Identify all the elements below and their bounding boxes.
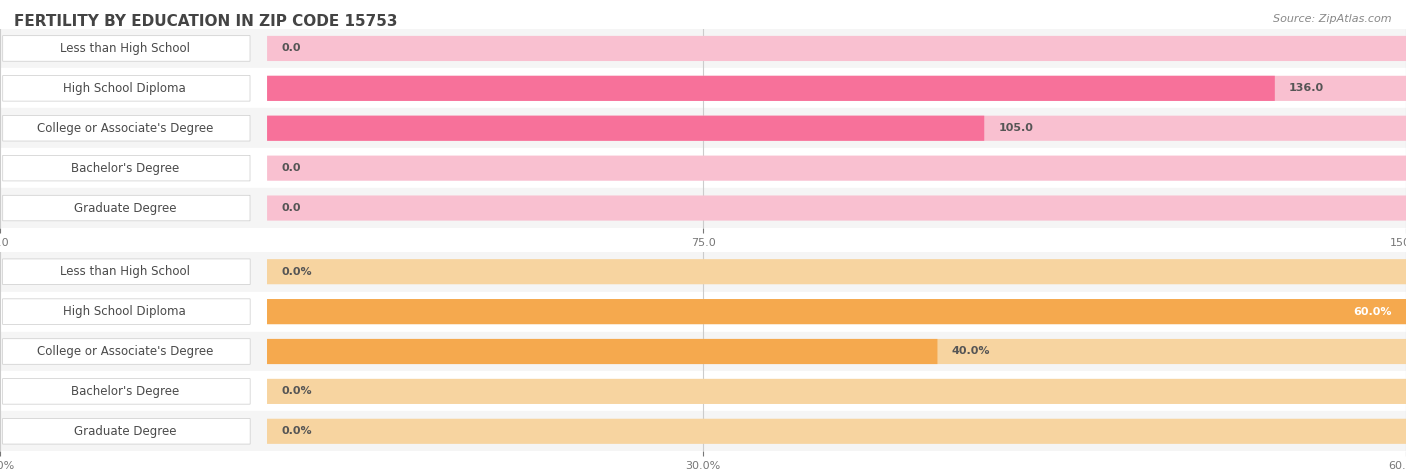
FancyBboxPatch shape [267, 76, 1406, 101]
FancyBboxPatch shape [267, 116, 1406, 141]
Text: 0.0%: 0.0% [281, 386, 312, 397]
Bar [0, 28, 1406, 68]
Text: 0.0%: 0.0% [281, 426, 312, 437]
FancyBboxPatch shape [267, 299, 1406, 324]
Text: Less than High School: Less than High School [60, 42, 190, 55]
FancyBboxPatch shape [3, 115, 250, 141]
FancyBboxPatch shape [267, 156, 1406, 180]
FancyBboxPatch shape [3, 339, 250, 364]
FancyBboxPatch shape [267, 339, 938, 364]
Bar [0, 292, 1406, 332]
FancyBboxPatch shape [267, 419, 1406, 444]
FancyBboxPatch shape [267, 36, 1406, 61]
Bar [0, 371, 1406, 411]
Text: 0.0: 0.0 [281, 163, 301, 173]
FancyBboxPatch shape [267, 116, 984, 141]
Text: 0.0: 0.0 [281, 43, 301, 54]
FancyBboxPatch shape [3, 36, 250, 61]
Text: FERTILITY BY EDUCATION IN ZIP CODE 15753: FERTILITY BY EDUCATION IN ZIP CODE 15753 [14, 14, 398, 29]
FancyBboxPatch shape [3, 379, 250, 404]
FancyBboxPatch shape [3, 155, 250, 181]
Bar [0, 411, 1406, 451]
FancyBboxPatch shape [3, 299, 250, 324]
Text: Graduate Degree: Graduate Degree [73, 425, 176, 438]
Text: High School Diploma: High School Diploma [63, 305, 186, 318]
FancyBboxPatch shape [3, 195, 250, 221]
Text: Less than High School: Less than High School [60, 265, 190, 278]
FancyBboxPatch shape [267, 259, 1406, 284]
Text: College or Associate's Degree: College or Associate's Degree [37, 122, 214, 135]
Text: Source: ZipAtlas.com: Source: ZipAtlas.com [1274, 14, 1392, 24]
Text: College or Associate's Degree: College or Associate's Degree [37, 345, 214, 358]
Text: Graduate Degree: Graduate Degree [73, 201, 176, 215]
Bar [0, 252, 1406, 292]
Text: 136.0: 136.0 [1289, 83, 1324, 94]
FancyBboxPatch shape [267, 339, 1406, 364]
Bar [0, 332, 1406, 371]
Text: 0.0%: 0.0% [281, 266, 312, 277]
Bar [0, 108, 1406, 148]
Text: 105.0: 105.0 [998, 123, 1033, 133]
Bar [0, 148, 1406, 188]
FancyBboxPatch shape [3, 76, 250, 101]
FancyBboxPatch shape [3, 418, 250, 444]
FancyBboxPatch shape [3, 259, 250, 285]
Bar [0, 188, 1406, 228]
Text: 60.0%: 60.0% [1354, 306, 1392, 317]
FancyBboxPatch shape [267, 196, 1406, 220]
FancyBboxPatch shape [267, 379, 1406, 404]
Text: Bachelor's Degree: Bachelor's Degree [70, 162, 179, 175]
Text: High School Diploma: High School Diploma [63, 82, 186, 95]
Text: Bachelor's Degree: Bachelor's Degree [70, 385, 179, 398]
Text: 0.0: 0.0 [281, 203, 301, 213]
FancyBboxPatch shape [267, 76, 1275, 101]
Text: 40.0%: 40.0% [952, 346, 990, 357]
Bar [0, 68, 1406, 108]
FancyBboxPatch shape [267, 299, 1406, 324]
